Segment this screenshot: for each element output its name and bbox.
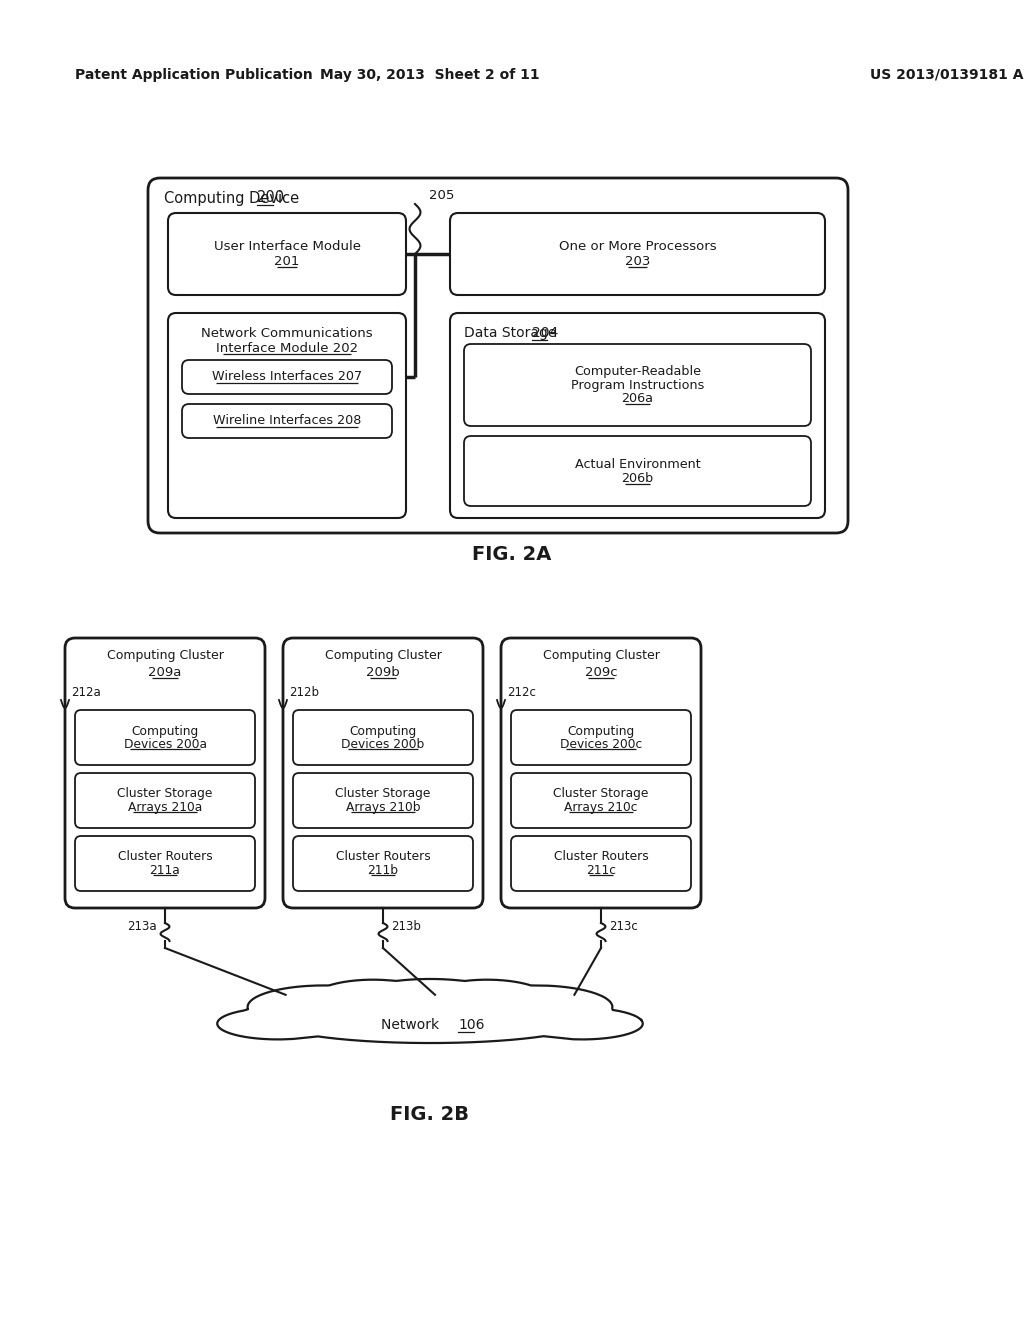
- Text: Arrays 210a: Arrays 210a: [128, 800, 202, 813]
- FancyBboxPatch shape: [65, 638, 265, 908]
- FancyBboxPatch shape: [450, 313, 825, 517]
- Text: Program Instructions: Program Instructions: [570, 379, 705, 392]
- FancyBboxPatch shape: [511, 774, 691, 828]
- Text: 211c: 211c: [586, 863, 616, 876]
- FancyBboxPatch shape: [182, 404, 392, 438]
- FancyBboxPatch shape: [464, 345, 811, 426]
- FancyBboxPatch shape: [182, 360, 392, 393]
- Text: Interface Module 202: Interface Module 202: [216, 342, 358, 355]
- Text: 201: 201: [274, 255, 300, 268]
- Text: 209b: 209b: [367, 665, 400, 678]
- Text: 205: 205: [429, 189, 455, 202]
- Text: Arrays 210b: Arrays 210b: [346, 800, 420, 813]
- Text: 106: 106: [458, 1018, 484, 1032]
- Text: Computing: Computing: [131, 725, 199, 738]
- Text: Network: Network: [381, 1018, 443, 1032]
- FancyBboxPatch shape: [75, 774, 255, 828]
- FancyBboxPatch shape: [293, 710, 473, 766]
- Text: Cluster Storage: Cluster Storage: [335, 788, 431, 800]
- Text: Computing Device: Computing Device: [164, 190, 304, 206]
- Text: 213c: 213c: [609, 920, 638, 933]
- Text: 206a: 206a: [622, 392, 653, 404]
- FancyBboxPatch shape: [501, 638, 701, 908]
- Text: Computer-Readable: Computer-Readable: [574, 366, 701, 379]
- Text: Network Communications: Network Communications: [201, 327, 373, 341]
- Text: FIG. 2A: FIG. 2A: [472, 545, 552, 565]
- FancyBboxPatch shape: [293, 774, 473, 828]
- FancyBboxPatch shape: [293, 836, 473, 891]
- FancyBboxPatch shape: [75, 836, 255, 891]
- Text: 203: 203: [625, 255, 650, 268]
- Text: Patent Application Publication: Patent Application Publication: [75, 69, 312, 82]
- Text: Computing Cluster: Computing Cluster: [543, 648, 659, 661]
- Text: Computing Cluster: Computing Cluster: [106, 648, 223, 661]
- Text: 200: 200: [257, 190, 285, 206]
- Text: Computing: Computing: [349, 725, 417, 738]
- Text: Devices 200c: Devices 200c: [560, 738, 642, 751]
- Text: 209c: 209c: [585, 665, 617, 678]
- FancyBboxPatch shape: [450, 213, 825, 294]
- Text: 213b: 213b: [391, 920, 421, 933]
- Text: 204: 204: [531, 326, 558, 341]
- FancyBboxPatch shape: [75, 710, 255, 766]
- FancyBboxPatch shape: [168, 213, 406, 294]
- Text: Cluster Storage: Cluster Storage: [118, 788, 213, 800]
- FancyBboxPatch shape: [168, 313, 406, 517]
- Text: Arrays 210c: Arrays 210c: [564, 800, 638, 813]
- Text: Wireless Interfaces 207: Wireless Interfaces 207: [212, 371, 362, 384]
- Text: Wireline Interfaces 208: Wireline Interfaces 208: [213, 414, 361, 428]
- Text: Devices 200a: Devices 200a: [124, 738, 207, 751]
- Text: Actual Environment: Actual Environment: [574, 458, 700, 470]
- Text: 212c: 212c: [507, 685, 536, 698]
- Text: User Interface Module: User Interface Module: [213, 240, 360, 253]
- Text: 212a: 212a: [71, 685, 100, 698]
- FancyBboxPatch shape: [283, 638, 483, 908]
- Text: 213a: 213a: [127, 920, 157, 933]
- Text: Computing Cluster: Computing Cluster: [325, 648, 441, 661]
- Text: Devices 200b: Devices 200b: [341, 738, 425, 751]
- Text: 209a: 209a: [148, 665, 181, 678]
- Text: Data Storage: Data Storage: [464, 326, 561, 341]
- Text: Computing: Computing: [567, 725, 635, 738]
- FancyBboxPatch shape: [511, 710, 691, 766]
- Text: Cluster Routers: Cluster Routers: [336, 850, 430, 863]
- Text: Cluster Routers: Cluster Routers: [554, 850, 648, 863]
- Text: US 2013/0139181 A1: US 2013/0139181 A1: [870, 69, 1024, 82]
- Text: Cluster Routers: Cluster Routers: [118, 850, 212, 863]
- Text: FIG. 2B: FIG. 2B: [390, 1106, 469, 1125]
- Text: May 30, 2013  Sheet 2 of 11: May 30, 2013 Sheet 2 of 11: [321, 69, 540, 82]
- FancyBboxPatch shape: [464, 436, 811, 506]
- FancyBboxPatch shape: [511, 836, 691, 891]
- Text: 211b: 211b: [368, 863, 398, 876]
- Text: Cluster Storage: Cluster Storage: [553, 788, 648, 800]
- Text: 206b: 206b: [622, 471, 653, 484]
- Text: 211a: 211a: [150, 863, 180, 876]
- Text: One or More Processors: One or More Processors: [559, 240, 717, 253]
- FancyBboxPatch shape: [148, 178, 848, 533]
- Polygon shape: [217, 979, 643, 1043]
- Text: 212b: 212b: [289, 685, 319, 698]
